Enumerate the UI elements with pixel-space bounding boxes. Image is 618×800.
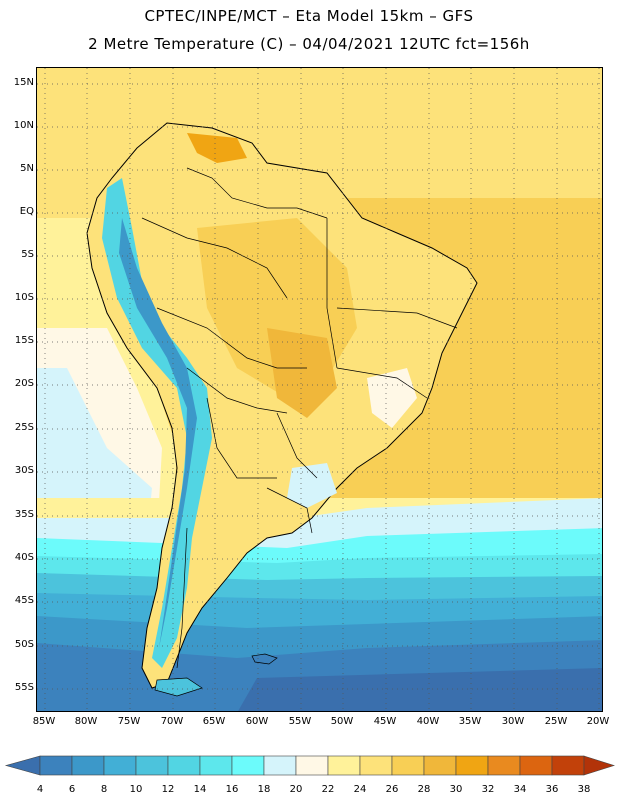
map-frame	[36, 67, 603, 712]
border-brazil-states-3	[336, 367, 428, 399]
lon-label: 60W	[245, 716, 269, 727]
colorbar-swatch	[391, 755, 425, 776]
map-title-line1: CPTEC/INPE/MCT – Eta Model 15km – GFS	[144, 7, 474, 25]
colorbar-swatch	[71, 755, 105, 776]
lat-label: 45S	[14, 595, 34, 606]
colorbar-tick-label: 6	[68, 784, 76, 795]
ocean-band-atlantic-tropical	[437, 198, 602, 458]
colorbar-swatch	[295, 755, 329, 776]
colorbar-swatch	[359, 755, 393, 776]
lon-label: 45W	[373, 716, 397, 727]
lon-label: 30W	[501, 716, 525, 727]
map-title-line2: 2 Metre Temperature (C) – 04/04/2021 12U…	[88, 35, 530, 53]
border-paraguay	[276, 412, 318, 479]
pantanal-hot-region	[267, 328, 337, 418]
lon-label: 80W	[74, 716, 98, 727]
tierra-del-fuego	[154, 677, 203, 697]
lat-label: 20S	[14, 378, 34, 389]
lat-label: EQ	[19, 206, 34, 217]
colorbar-tick-label: 20	[289, 784, 303, 795]
andes-high-peaks	[119, 218, 197, 648]
border-colombia-peru	[141, 217, 288, 299]
lon-label: 75W	[117, 716, 141, 727]
lat-label: 40S	[14, 552, 34, 563]
lon-label: 25W	[544, 716, 568, 727]
colorbar-tick-label: 10	[129, 784, 143, 795]
lat-label: 55S	[14, 682, 34, 693]
andes-cold-strip	[102, 178, 212, 668]
colorbar-swatch	[327, 755, 361, 776]
colorbar-tick-label: 12	[161, 784, 175, 795]
lon-label: 40W	[416, 716, 440, 727]
south-band-4	[238, 668, 602, 711]
colorbar-swatch	[455, 755, 489, 776]
lat-label: 10S	[14, 292, 34, 303]
colorbar-swatch	[487, 755, 521, 776]
temperature-map	[37, 68, 602, 711]
border-chile-argentina	[176, 527, 188, 669]
border-bolivia	[186, 367, 288, 414]
lat-label: 50S	[14, 639, 34, 650]
colorbar-tick-label: 16	[225, 784, 239, 795]
colorbar-tick-label: 38	[577, 784, 591, 795]
lat-label: 30S	[14, 465, 34, 476]
border-north	[186, 167, 328, 219]
lat-label: 10N	[13, 120, 34, 131]
colorbar-tick-label: 36	[545, 784, 559, 795]
border-peru-brazil	[156, 307, 307, 369]
lon-label: 50W	[330, 716, 354, 727]
colorbar-swatch	[519, 755, 553, 776]
colorbar-tick-label: 18	[257, 784, 271, 795]
colorbar-swatch	[263, 755, 297, 776]
lon-label: 55W	[288, 716, 312, 727]
lat-label: 15S	[14, 335, 34, 346]
colorbar-tick-label: 28	[417, 784, 431, 795]
colorbar-tick-label: 22	[321, 784, 335, 795]
lat-label: 5N	[20, 163, 34, 174]
colorbar-swatch	[423, 755, 457, 776]
colorbar-arrow-high	[583, 755, 615, 776]
colorbar-tick-label: 30	[449, 784, 463, 795]
colorbar-tick-label: 4	[36, 784, 44, 795]
colorbar-swatch	[167, 755, 201, 776]
colorbar-swatch	[103, 755, 137, 776]
venezuela-hot-region	[187, 133, 247, 163]
colorbar-tick-label: 34	[513, 784, 527, 795]
border-uruguay	[266, 487, 313, 534]
colorbar-swatch	[199, 755, 233, 776]
pacific-cold-band	[37, 368, 152, 538]
colorbar-swatch	[39, 755, 73, 776]
colorbar-tick-label: 8	[100, 784, 108, 795]
lat-label: 25S	[14, 422, 34, 433]
lon-label: 20W	[586, 716, 610, 727]
colorbar-tick-label: 24	[353, 784, 367, 795]
lat-label: 15N	[13, 77, 34, 88]
southern-brazil-cool	[287, 463, 337, 508]
colorbar-swatch	[551, 755, 585, 776]
colorbar-swatches	[4, 755, 615, 776]
lon-label: 65W	[202, 716, 226, 727]
lat-label: 35S	[14, 509, 34, 520]
lat-label: 5S	[21, 249, 34, 260]
falkland-islands	[251, 653, 278, 665]
border-argentina-north	[206, 397, 277, 479]
country-borders	[141, 167, 458, 669]
temperature-colorbar	[4, 755, 615, 776]
lon-label: 85W	[32, 716, 56, 727]
colorbar-tick-label: 32	[481, 784, 495, 795]
colorbar-tick-label: 26	[385, 784, 399, 795]
colorbar-arrow-low	[4, 755, 41, 776]
colorbar-tick-label: 14	[193, 784, 207, 795]
lon-label: 35W	[458, 716, 482, 727]
lon-label: 70W	[160, 716, 184, 727]
colorbar-swatch	[231, 755, 265, 776]
border-brazil-states	[326, 218, 338, 369]
border-brazil-states-2	[336, 307, 458, 329]
colorbar-swatch	[135, 755, 169, 776]
